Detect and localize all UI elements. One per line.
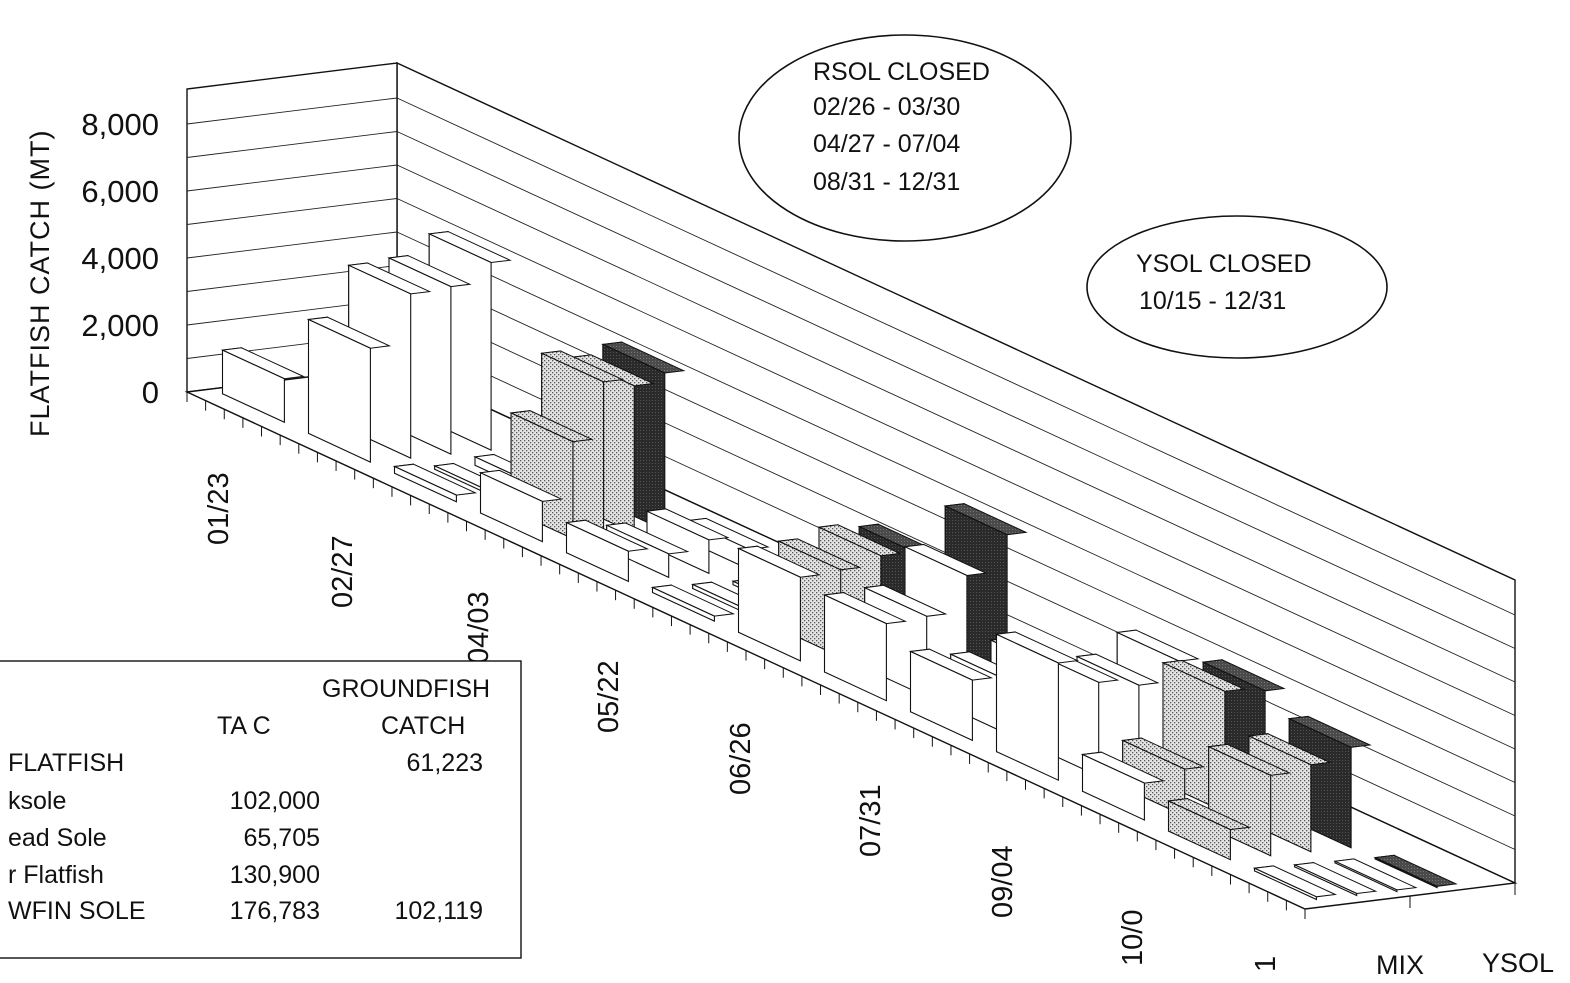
- bar-layer: [220, 231, 1458, 901]
- bar-front: [1334, 860, 1398, 893]
- left-gridline: [186, 164, 398, 192]
- bar-front: [307, 318, 371, 463]
- back-gridline: [396, 131, 1516, 649]
- table-row-label: r Flatfish: [8, 861, 104, 889]
- x-axis-ticks: 01/23 02/27 04/03 05/22 06/26 07/31 09/04 10/0 1: [203, 472, 1282, 972]
- table-row-tac: 176,783: [230, 897, 320, 925]
- x-tick-label: 10/0: [1117, 910, 1149, 966]
- ysol-closed-annotation: YSOL CLOSED 10/15 - 12/31: [1086, 215, 1388, 359]
- left-gridline: [186, 231, 398, 259]
- bar-front: [737, 547, 801, 662]
- ysol-title: YSOL CLOSED: [1136, 250, 1312, 278]
- table-header-groundfish: GROUNDFISH: [322, 675, 490, 703]
- bar-front: [909, 650, 973, 742]
- rsol-closed-annotation: RSOL CLOSED 02/26 - 03/30 04/27 - 07/04 …: [738, 34, 1072, 242]
- depth-label-mix: MIX: [1376, 950, 1424, 980]
- bar-front: [393, 465, 457, 503]
- x-tick-label: 1: [1250, 956, 1282, 972]
- y-tick-label: 0: [142, 375, 159, 410]
- bar-front: [221, 349, 285, 424]
- back-gridline: [396, 198, 1516, 716]
- bar-front: [651, 586, 715, 622]
- y-tick-label: 6,000: [81, 174, 159, 209]
- y-axis-label: FLATFISH CATCH (MT): [25, 130, 55, 437]
- x-tick-label: 01/23: [203, 472, 235, 545]
- depth-label-ysol: YSOL: [1482, 948, 1554, 978]
- bar-front: [1294, 864, 1358, 897]
- bar-front: [823, 594, 887, 702]
- x-tick-label: 02/27: [327, 535, 359, 608]
- table-row-tac: 102,000: [230, 787, 320, 815]
- left-gridline: [186, 131, 398, 158]
- rsol-title: RSOL CLOSED: [813, 58, 990, 86]
- bar-front: [1374, 856, 1438, 889]
- table-row-tac: 65,705: [244, 824, 320, 852]
- table-row-label: WFIN SOLE: [8, 897, 146, 925]
- back-gridline: [396, 164, 1516, 683]
- back-gridline: [396, 97, 1516, 616]
- y-tick-label: 2,000: [81, 308, 159, 343]
- bar-front: [995, 633, 1059, 782]
- bar-front: [1253, 867, 1317, 901]
- bar-front: [1081, 753, 1145, 821]
- catch-summary-table: GROUNDFISH TA C CATCH FLATFISH 61,223 ksol…: [0, 660, 522, 959]
- bar-front: [565, 521, 629, 583]
- left-gridline: [186, 97, 398, 125]
- x-tick-label: 04/03: [463, 591, 495, 664]
- ysol-range: 10/15 - 12/31: [1139, 287, 1286, 315]
- table-row-label: ead Sole: [8, 824, 107, 852]
- y-tick-label: 8,000: [81, 107, 159, 142]
- table-row-catch: 102,119: [394, 897, 483, 925]
- x-tick-label: 07/31: [855, 784, 887, 857]
- left-gridline: [186, 198, 398, 225]
- y-tick-label: 4,000: [81, 241, 159, 276]
- table-header-tac: TA C: [217, 712, 271, 740]
- rsol-range-1: 02/26 - 03/30: [813, 93, 960, 121]
- bar-front: [1167, 800, 1231, 861]
- x-tick-label: 09/04: [987, 845, 1019, 918]
- rsol-range-3: 08/31 - 12/31: [813, 168, 960, 196]
- table-header-catch: CATCH: [381, 712, 465, 740]
- x-tick-label: 06/26: [725, 722, 757, 795]
- rsol-range-2: 04/27 - 07/04: [813, 130, 960, 158]
- back-gridline: [396, 231, 1516, 750]
- table-row-catch: 61,223: [407, 749, 483, 777]
- bar-front: [646, 510, 710, 575]
- series-depth-labels: MIX YSOL: [1376, 948, 1554, 980]
- x-tick-label: 05/22: [593, 660, 625, 733]
- table-row-label: FLATFISH: [8, 749, 124, 777]
- table-row-tac: 130,900: [230, 861, 320, 889]
- table-row-label: ksole: [8, 787, 66, 815]
- bar-front: [479, 471, 543, 543]
- y-axis-ticks: 8,000 6,000 4,000 2,000 0: [81, 107, 159, 410]
